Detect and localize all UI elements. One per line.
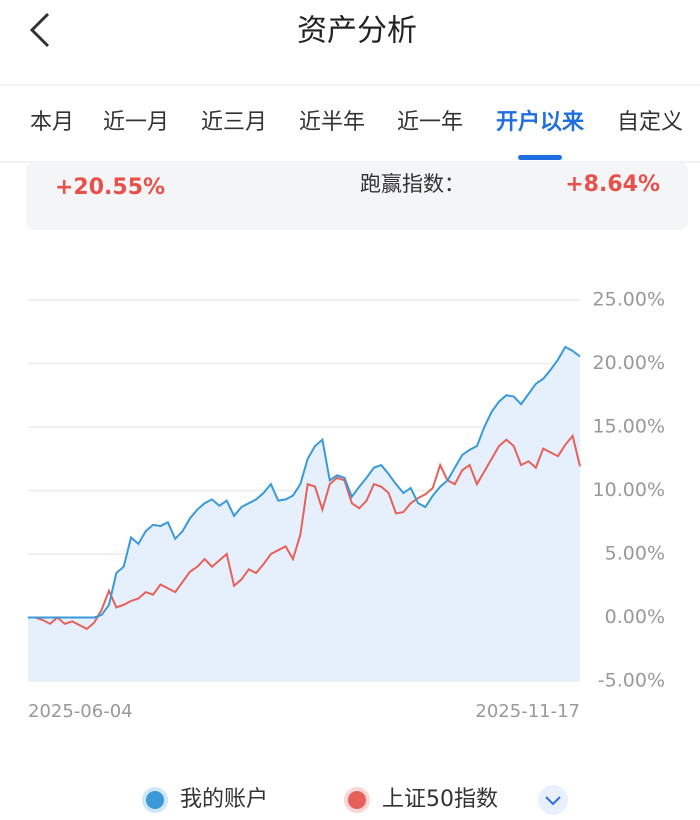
tab[interactable]: 本月 — [30, 110, 74, 135]
x-tick-label: 2025-06-04 — [28, 701, 133, 722]
legend-dot — [348, 791, 366, 809]
page-title: 资产分析 — [297, 14, 417, 49]
y-tick-label: 25.00% — [593, 289, 665, 311]
tab[interactable]: 近半年 — [299, 110, 365, 135]
beat-value: +8.64% — [565, 172, 660, 197]
y-tick-label: 0.00% — [605, 606, 665, 628]
y-tick-label: 20.00% — [593, 352, 665, 374]
y-tick-label: 5.00% — [605, 543, 665, 565]
legend-label[interactable]: 上证50指数 — [382, 787, 498, 812]
y-tick-label: 10.00% — [593, 479, 665, 501]
return-value: +20.55% — [55, 175, 165, 200]
summary-card — [26, 162, 688, 230]
legend-dot — [146, 791, 164, 809]
back-button[interactable] — [29, 12, 50, 48]
x-tick-label: 2025-11-17 — [475, 701, 580, 722]
beat-label: 跑赢指数： — [360, 172, 465, 196]
legend-label[interactable]: 我的账户 — [180, 787, 268, 812]
line — [28, 345, 581, 619]
tab[interactable]: 开户以来 — [496, 109, 585, 135]
chevron — [545, 796, 561, 806]
tab[interactable]: 近三月 — [201, 110, 267, 135]
tab[interactable]: 自定义 — [617, 110, 683, 135]
y-tick-label: -5.00% — [598, 670, 665, 692]
tab[interactable]: 近一年 — [397, 110, 463, 135]
y-tick-label: 15.00% — [593, 416, 665, 438]
legend-expand[interactable] — [538, 785, 568, 815]
line — [28, 433, 581, 631]
tab-indicator — [518, 155, 562, 160]
tab[interactable]: 近一月 — [103, 110, 169, 135]
